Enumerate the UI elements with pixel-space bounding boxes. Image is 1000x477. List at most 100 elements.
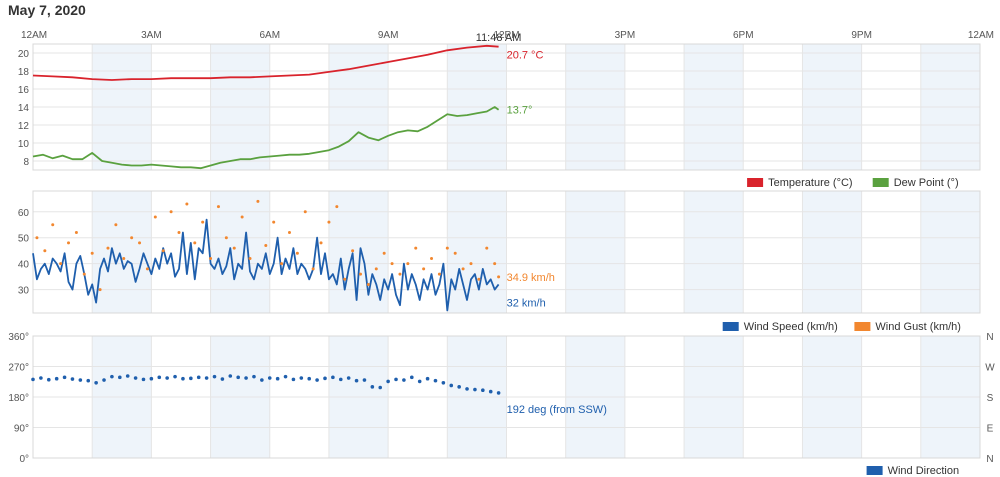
panel-frame: [32, 43, 981, 171]
data-point-wind-gust: [366, 282, 370, 286]
wind-speed-gust-panel: 30 40 50 60 32 km/h 34.9 km/h: [18, 190, 981, 314]
legend-swatch: [854, 322, 871, 331]
time-band: [802, 191, 862, 313]
series-line-temperature: [32, 44, 499, 81]
data-point-wind-direction: [394, 377, 398, 382]
data-point-wind-direction: [204, 376, 209, 380]
series-line-wind-speed: [32, 218, 500, 312]
y-tick-label: 30: [18, 286, 30, 297]
data-point-wind-direction: [54, 376, 59, 381]
data-point-wind-direction: [236, 375, 240, 380]
time-tick-label: 9AM: [378, 30, 399, 41]
data-point-wind-direction: [173, 374, 177, 379]
data-point-wind-gust: [216, 205, 220, 209]
data-point-wind-gust: [280, 262, 284, 266]
time-band: [920, 191, 980, 313]
data-point-wind-gust: [35, 236, 39, 240]
legend-label: Wind Gust (km/h): [875, 321, 961, 333]
data-point-wind-gust: [67, 241, 71, 245]
time-tick-label: 6PM: [733, 30, 754, 41]
data-point-wind-direction: [299, 376, 304, 380]
data-point-wind-gust: [343, 277, 347, 281]
y-tick-label: 90°: [14, 424, 29, 435]
data-point-wind-gust: [224, 236, 228, 240]
data-point-wind-direction: [481, 388, 485, 393]
data-point-wind-gust: [193, 241, 197, 245]
data-point-wind-gust: [303, 210, 307, 214]
time-axis-labels: 12AM 3AM 6AM 9AM 12PM 3PM 6PM 9PM 12AM 11:48 AM: [21, 30, 994, 44]
y-tick-label: 18: [18, 67, 30, 78]
data-point-wind-gust: [169, 210, 173, 214]
wind-direction-panel: 0° N 90° E 180° S 270° W 360° N 192 deg (from SSW): [8, 332, 995, 465]
data-point-wind-gust: [130, 236, 134, 240]
data-point-wind-gust: [201, 220, 205, 224]
current-time-label: 11:48 AM: [476, 32, 522, 44]
data-point-wind-direction: [94, 380, 98, 385]
y-tick-label: 8: [23, 157, 29, 168]
data-point-wind-direction: [189, 376, 193, 381]
data-point-wind-gust: [398, 272, 402, 276]
data-point-wind-gust: [422, 267, 426, 271]
data-point-wind-direction: [110, 374, 114, 379]
data-point-wind-gust: [74, 231, 78, 235]
data-point-wind-gust: [430, 256, 434, 260]
data-point-wind-direction: [378, 385, 383, 390]
data-point-wind-gust: [59, 262, 63, 266]
data-point-wind-direction: [62, 375, 67, 380]
data-point-wind-direction: [149, 376, 154, 381]
data-point-wind-gust: [319, 241, 323, 245]
panel-frame: [32, 335, 981, 459]
data-point-wind-direction: [46, 377, 51, 382]
legend-swatch: [866, 466, 883, 475]
y-tick-label: 360°: [8, 332, 29, 343]
y-tick-label: 12: [18, 121, 30, 132]
y-tick-label: 40: [18, 260, 30, 271]
time-band: [684, 191, 744, 313]
data-point-wind-direction: [315, 378, 319, 382]
data-point-wind-gust: [209, 256, 213, 260]
data-point-wind-gust: [437, 272, 441, 276]
legend-label: Temperature (°C): [768, 177, 852, 189]
data-point-wind-gust: [51, 223, 55, 227]
end-value-label: 13.7°: [507, 105, 533, 117]
data-point-wind-direction: [354, 378, 359, 383]
data-point-wind-direction: [133, 376, 138, 380]
y-tick-label: 20: [18, 49, 30, 60]
data-point-wind-gust: [161, 249, 165, 253]
y-tick-label: 60: [18, 208, 30, 219]
time-band: [447, 191, 507, 313]
data-point-wind-direction: [386, 379, 390, 384]
data-point-wind-direction: [433, 378, 438, 383]
data-point-wind-direction: [220, 377, 225, 381]
data-point-wind-gust: [485, 246, 489, 250]
data-point-wind-gust: [406, 262, 410, 266]
data-point-wind-direction: [260, 378, 264, 382]
data-point-wind-direction: [370, 385, 375, 389]
data-point-wind-direction: [283, 374, 288, 379]
data-point-wind-gust: [461, 267, 465, 271]
data-point-wind-direction: [331, 375, 335, 380]
data-point-wind-gust: [390, 262, 394, 266]
y-tick-label: 10: [18, 139, 30, 150]
y-tick-label: 270°: [8, 363, 29, 374]
data-point-wind-direction: [118, 375, 122, 380]
data-point-wind-gust: [106, 246, 110, 250]
time-tick-label: 12AM: [21, 30, 47, 41]
end-value-label: 192 deg (from SSW): [507, 404, 607, 416]
data-point-wind-direction: [402, 378, 406, 382]
data-point-wind-direction: [102, 378, 106, 382]
data-point-wind-direction: [267, 376, 272, 380]
compass-tick-label: W: [985, 363, 995, 374]
data-point-wind-gust: [138, 241, 142, 245]
legend-label: Dew Point (°): [894, 177, 959, 189]
data-point-wind-gust: [351, 249, 355, 253]
data-point-wind-direction: [457, 385, 461, 389]
data-point-wind-gust: [493, 262, 497, 266]
time-tick-label: 6AM: [259, 30, 280, 41]
legend-label: Wind Speed (km/h): [744, 321, 838, 333]
y-tick-label: 50: [18, 234, 30, 245]
legends: Temperature (°C) Dew Point (°) Wind Speed …: [722, 177, 961, 477]
data-point-wind-direction: [78, 378, 83, 382]
data-point-wind-gust: [327, 220, 331, 224]
